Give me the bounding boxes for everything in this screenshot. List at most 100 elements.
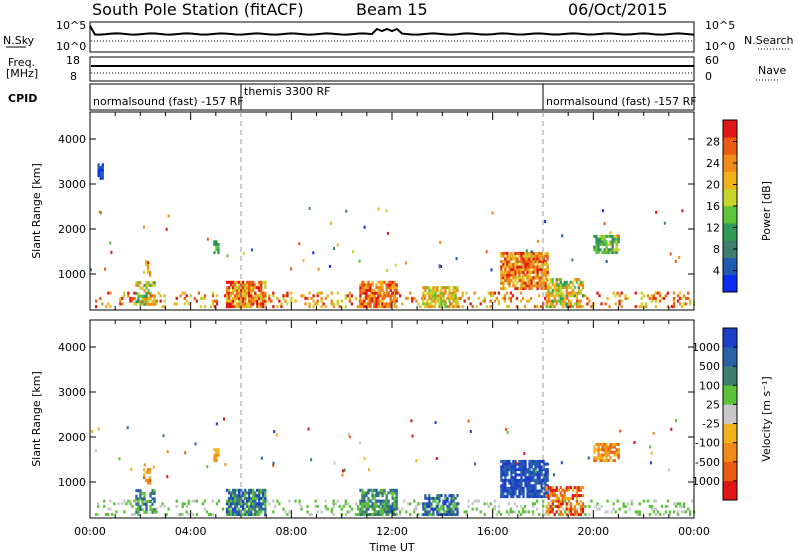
heatmap-cell <box>381 294 384 298</box>
heatmap-cell <box>615 450 618 454</box>
heatmap-cell <box>250 502 253 506</box>
heatmap-cell <box>559 299 562 303</box>
heatmap-cell <box>678 296 682 300</box>
heatmap-cell <box>274 504 277 508</box>
heatmap-cell <box>540 270 543 274</box>
heatmap-cell <box>534 260 537 264</box>
heatmap-cell <box>413 507 416 511</box>
heatmap-cell <box>97 168 100 172</box>
heatmap-cell <box>446 504 449 508</box>
heatmap-cell <box>413 296 416 300</box>
heatmap-cell <box>330 291 333 295</box>
heatmap-cell <box>105 305 108 309</box>
heatmap-cell <box>571 513 574 516</box>
station-title: South Pole Station (fitACF) <box>92 0 304 19</box>
heatmap-cell <box>561 513 564 516</box>
heatmap-cell <box>538 476 541 480</box>
heatmap-cell <box>250 488 253 492</box>
heatmap-cell <box>448 305 451 309</box>
heatmap-cell <box>542 478 545 482</box>
heatmap-cell <box>377 294 380 298</box>
heatmap-cell <box>426 513 429 516</box>
heatmap-cell <box>254 513 257 516</box>
heatmap-cell <box>244 288 247 292</box>
heatmap-cell <box>438 291 441 295</box>
heatmap-cell <box>139 294 142 298</box>
heatmap-cell <box>447 294 450 298</box>
heatmap-cell <box>203 296 207 300</box>
nave-label: Nave <box>758 64 786 77</box>
heatmap-cell <box>504 473 507 477</box>
heatmap-cell <box>622 504 625 508</box>
heatmap-cell <box>316 294 319 298</box>
heatmap-cell <box>603 237 606 241</box>
heatmap-cell <box>553 473 555 477</box>
heatmap-cell <box>256 296 259 300</box>
heatmap-cell <box>95 449 97 453</box>
heatmap-cell <box>538 513 541 516</box>
heatmap-cell <box>563 299 566 303</box>
heatmap-cell <box>467 504 470 508</box>
heatmap-cell <box>504 462 507 466</box>
heatmap-cell <box>383 488 386 492</box>
heatmap-cell <box>387 280 390 284</box>
heatmap-cell <box>510 262 513 266</box>
heatmap-cell <box>369 283 372 287</box>
heatmap-cell <box>213 240 216 244</box>
heatmap-cell <box>365 286 368 290</box>
heatmap-cell <box>534 273 537 277</box>
colorbar-tick-label: 25 <box>706 398 720 411</box>
heatmap-cell <box>581 504 585 508</box>
heatmap-cell <box>385 291 388 295</box>
heatmap-cell <box>244 507 247 511</box>
heatmap-cell <box>365 507 368 511</box>
heatmap-cell <box>426 299 429 303</box>
heatmap-cell <box>630 499 633 503</box>
heatmap-cell <box>369 296 372 300</box>
heatmap-cell <box>145 297 148 301</box>
heatmap-cell <box>250 504 253 508</box>
heatmap-cell <box>444 513 447 516</box>
heatmap-cell <box>362 302 366 306</box>
heatmap-cell <box>584 504 587 508</box>
heatmap-cell <box>422 296 425 300</box>
heatmap-cell <box>258 288 261 292</box>
heatmap-cell <box>640 305 643 309</box>
heatmap-cell <box>595 456 598 460</box>
heatmap-cell <box>524 284 527 288</box>
heatmap-cell <box>159 294 162 298</box>
heatmap-cell <box>373 496 376 500</box>
heatmap-cell <box>516 486 519 490</box>
heatmap-cell <box>652 507 655 511</box>
heatmap-cell <box>528 287 531 291</box>
heatmap-cell <box>500 486 503 490</box>
heatmap-cell <box>538 254 541 258</box>
heatmap-cell <box>438 507 441 511</box>
heatmap-cell <box>615 248 618 252</box>
heatmap-cell <box>689 513 692 516</box>
heatmap-cell <box>268 502 271 506</box>
heatmap-cell <box>97 427 100 431</box>
heatmap-cell <box>149 504 152 508</box>
heatmap-cell <box>540 305 543 309</box>
heatmap-cell <box>557 299 560 303</box>
heatmap-cell <box>227 496 231 500</box>
heatmap-cell <box>244 513 247 516</box>
heatmap-cell <box>454 296 457 300</box>
heatmap-cell <box>537 239 539 243</box>
heatmap-cell <box>444 288 447 292</box>
heatmap-cell <box>225 280 229 284</box>
heatmap-cell <box>670 427 673 431</box>
heatmap-cell <box>371 283 374 287</box>
heatmap-cell <box>246 291 249 295</box>
heatmap-cell <box>520 476 523 480</box>
heatmap-cell <box>504 262 507 266</box>
heatmap-cell <box>452 494 455 498</box>
heatmap-cell <box>603 240 606 244</box>
heatmap-cell <box>670 305 674 309</box>
heatmap-cell <box>545 302 548 306</box>
heatmap-cell <box>107 513 110 516</box>
heatmap-cell <box>599 442 602 446</box>
heatmap-cell <box>531 502 535 506</box>
heatmap-cell <box>444 305 447 309</box>
